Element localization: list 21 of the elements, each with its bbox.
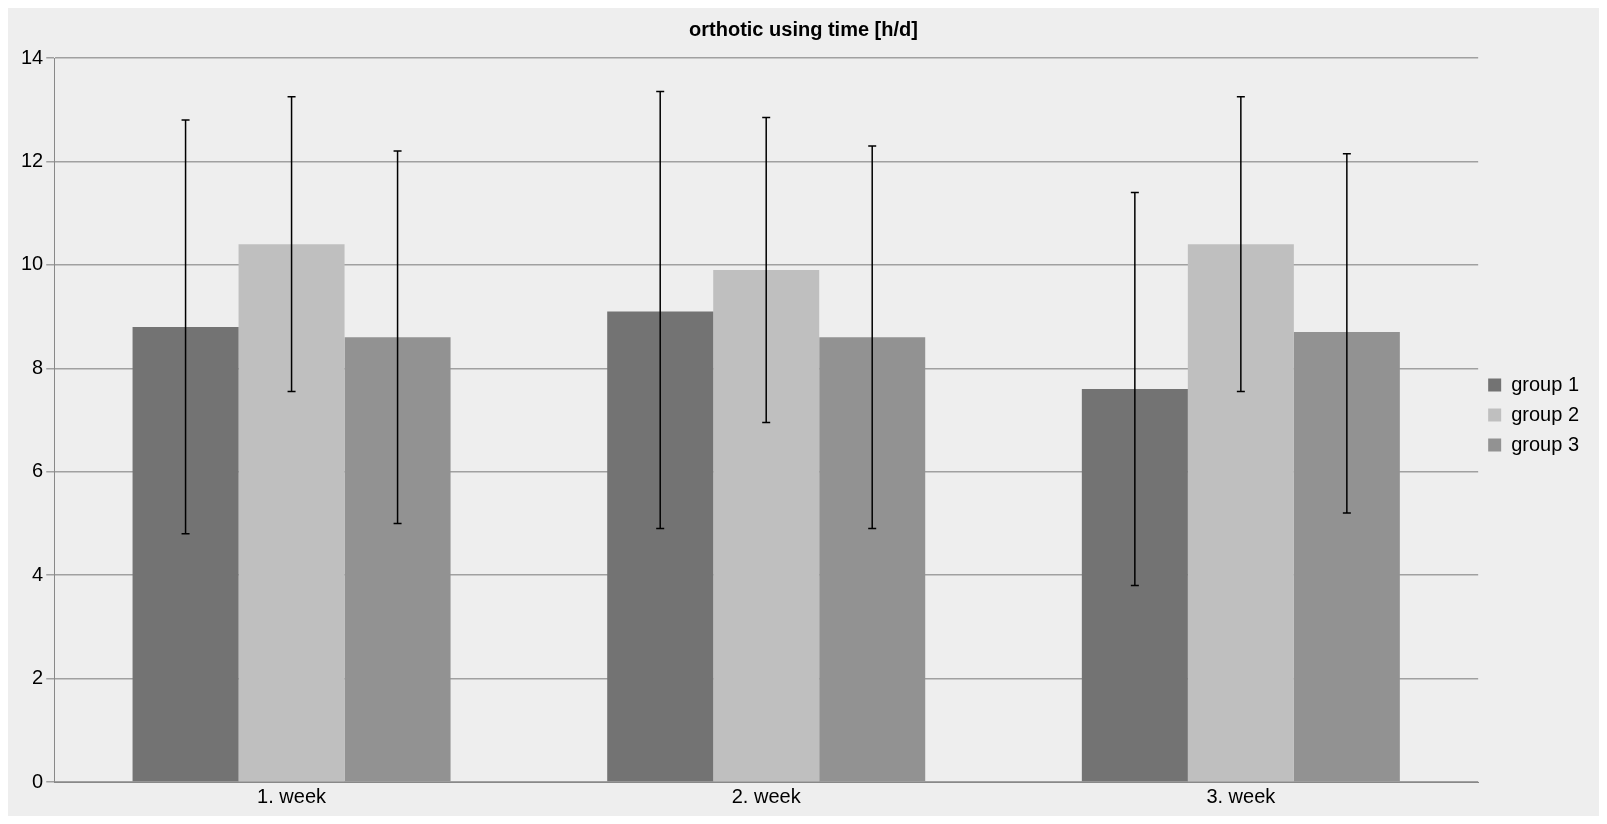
legend-label: group 3	[1511, 432, 1580, 455]
bar	[1187, 244, 1294, 782]
bar	[238, 244, 345, 782]
y-tick-label: 2	[32, 666, 44, 689]
y-tick-label: 8	[32, 355, 44, 378]
bar	[607, 311, 714, 782]
y-tick-label: 14	[21, 45, 44, 68]
bar	[713, 270, 820, 782]
y-tick-label: 0	[32, 769, 44, 792]
bar	[1081, 388, 1188, 782]
x-tick-label: 1. week	[257, 784, 328, 807]
legend-label: group 1	[1511, 372, 1580, 395]
chart-title: orthotic using time [h/d]	[689, 17, 918, 40]
x-tick-label: 3. week	[1206, 784, 1277, 807]
x-tick-label: 2. week	[731, 784, 802, 807]
y-tick-label: 12	[21, 148, 44, 171]
y-tick-label: 4	[32, 562, 44, 585]
legend-label: group 2	[1511, 402, 1580, 425]
bar	[132, 326, 239, 782]
y-tick-label: 10	[21, 252, 44, 275]
y-tick-label: 6	[32, 459, 44, 482]
